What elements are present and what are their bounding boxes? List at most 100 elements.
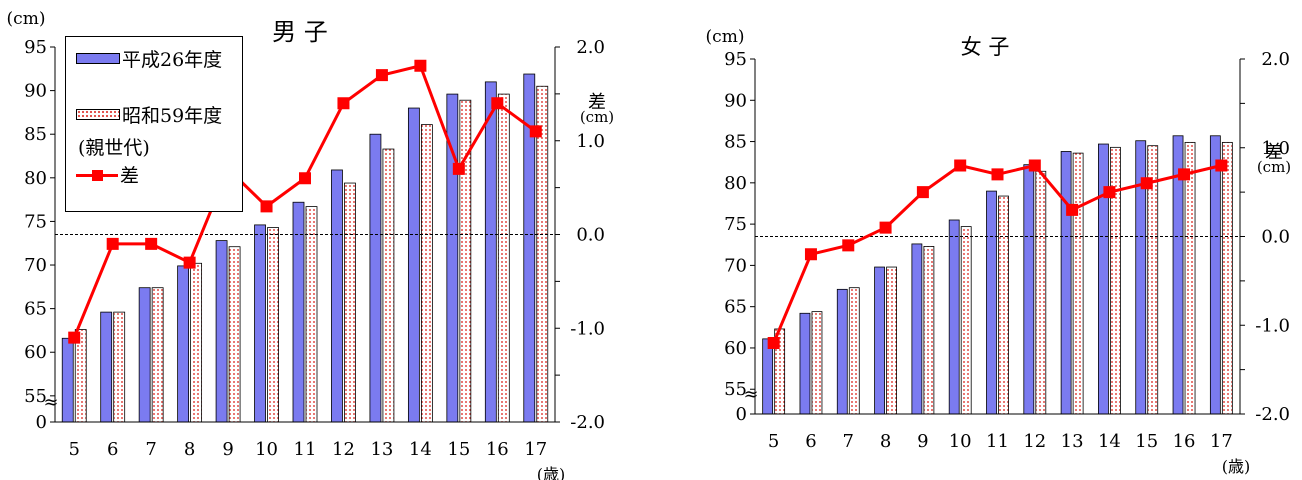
x-tick-label-8: 8 <box>184 439 195 460</box>
bar-parent-16 <box>497 93 510 423</box>
y-axis-unit: (cm) <box>7 9 46 29</box>
bar-parent-13 <box>382 148 395 423</box>
legend-swatch-parent <box>76 109 120 120</box>
diff-marker-9 <box>916 186 929 199</box>
bar-current-8 <box>177 265 190 423</box>
bar-parent-6 <box>811 311 823 415</box>
y2-tick-label-1.0: 1.0 <box>576 131 605 152</box>
y2-tick-label-2.0: 2.0 <box>1261 49 1290 70</box>
y-tick-label-80: 80 <box>24 168 47 189</box>
y-tick-label-70: 70 <box>724 255 747 276</box>
y-tick-label-65: 65 <box>24 299 47 320</box>
chart-girls: 0 55 60 65 70 75 80 85 90 95 ≈ -2.0 -1.0 0.0 1.0 2.0 5 6 7… <box>690 0 1302 480</box>
bar-current-14 <box>407 107 420 423</box>
y2-tick-label-2.0: 2.0 <box>576 37 605 58</box>
y-tick-label-90: 90 <box>24 81 47 102</box>
bar-current-10 <box>948 219 960 415</box>
diff-marker-16 <box>491 97 504 110</box>
bar-parent-8 <box>190 262 203 423</box>
diff-marker-5 <box>68 331 81 344</box>
diff-marker-13 <box>1066 203 1079 216</box>
x-tick-label-13: 13 <box>1061 431 1084 452</box>
x-tick-label-7: 7 <box>145 439 156 460</box>
x-tick-label-8: 8 <box>880 431 891 452</box>
diff-marker-5 <box>767 337 780 349</box>
chart-title: 女 子 <box>961 35 1010 59</box>
y-tick-label-70: 70 <box>24 255 47 276</box>
y2-tick-label-0.0: 0.0 <box>1261 227 1290 248</box>
legend-swatch-diff <box>76 166 118 184</box>
y2-axis-label: 差 <box>588 92 606 113</box>
y-tick-label-75: 75 <box>724 214 747 235</box>
diff-marker-6 <box>106 237 119 250</box>
x-tick-label-15: 15 <box>1135 431 1158 452</box>
chart-boys-svg: 0 55 60 65 70 75 80 85 90 95 ≈ -2.0 -1.0 0.0 1.0 2.0 5 6 7… <box>7 9 615 480</box>
bar-parent-13 <box>1072 152 1084 415</box>
bar-current-13 <box>369 133 382 423</box>
bar-parent-11 <box>305 206 318 423</box>
y-tick-label-95: 95 <box>724 49 747 70</box>
bar-current-5 <box>762 338 774 415</box>
bar-parent-9 <box>228 246 241 423</box>
y-tick-label-75: 75 <box>24 211 47 232</box>
x-tick-label-7: 7 <box>843 431 854 452</box>
x-tick-label-5: 5 <box>69 439 80 460</box>
x-tick-label-17: 17 <box>1210 431 1233 452</box>
diff-marker-10 <box>954 159 967 172</box>
diff-marker-11 <box>299 172 311 185</box>
y-tick-label-65: 65 <box>724 297 747 318</box>
x-tick-label-5: 5 <box>768 431 779 452</box>
diff-marker-16 <box>1178 168 1191 181</box>
x-tick-label-10: 10 <box>949 431 972 452</box>
legend-label-parent-note: (親世代) <box>78 137 150 159</box>
x-tick-label-14: 14 <box>1098 431 1121 452</box>
x-tick-label-6: 6 <box>107 439 118 460</box>
diff-marker-15 <box>452 162 465 175</box>
bar-current-6 <box>100 311 113 423</box>
y-tick-label-85: 85 <box>24 124 47 145</box>
y-axis-unit: (cm) <box>706 27 745 47</box>
diff-marker-10 <box>260 200 273 213</box>
bar-parent-16 <box>1184 141 1196 415</box>
y2-axis-unit: (cm) <box>580 108 614 126</box>
chart-legend: 平成26年度 昭和59年度 (親世代) 差 <box>65 36 243 212</box>
legend-label-current: 平成26年度 <box>122 49 223 71</box>
x-axis-unit: (歳) <box>1222 457 1251 476</box>
x-tick-label-12: 12 <box>1023 431 1046 452</box>
bar-current-7 <box>138 287 151 423</box>
bar-current-9 <box>215 240 228 423</box>
bar-parent-7 <box>848 287 860 415</box>
axis-break-mark: ≈ <box>743 384 758 405</box>
bar-current-7 <box>836 288 848 415</box>
bar-parent-6 <box>113 311 126 423</box>
bar-parent-9 <box>923 246 935 415</box>
diff-marker-15 <box>1140 177 1153 190</box>
diff-marker-17 <box>529 125 542 138</box>
x-tick-label-11: 11 <box>986 431 1009 452</box>
bar-current-17 <box>1209 135 1221 415</box>
chart-girls-svg: 0 55 60 65 70 75 80 85 90 95 ≈ -2.0 -1.0 0.0 1.0 2.0 5 6 7… <box>706 27 1292 476</box>
legend-label-diff: 差 <box>120 165 140 187</box>
x-axis-unit: (歳) <box>537 465 566 480</box>
bar-parent-12 <box>1035 170 1047 415</box>
y2-tick-label--1.0: -1.0 <box>570 318 605 339</box>
bar-current-13 <box>1060 151 1072 415</box>
legend-item-parent: 昭和59年度 <box>76 101 222 128</box>
diff-marker-7 <box>145 237 158 250</box>
bar-parent-11 <box>998 195 1009 415</box>
bar-parent-8 <box>886 266 897 415</box>
y-tick-label-0: 0 <box>36 412 47 433</box>
y-tick-label-85: 85 <box>724 132 747 153</box>
y2-tick-label--2.0: -2.0 <box>1255 404 1290 425</box>
chart-boys: 0 55 60 65 70 75 80 85 90 95 ≈ -2.0 -1.0 0.0 1.0 2.0 5 6 7… <box>0 0 640 480</box>
bar-current-6 <box>799 312 811 415</box>
diff-marker-14 <box>1103 186 1116 199</box>
y-tick-label-0: 0 <box>736 404 747 425</box>
y-tick-label-55: 55 <box>24 386 47 407</box>
y-tick-label-80: 80 <box>724 173 747 194</box>
axis-break-mark: ≈ <box>43 392 58 413</box>
chart-title: 男 子 <box>272 18 328 46</box>
diff-marker-17 <box>1215 159 1228 172</box>
bar-current-8 <box>874 266 885 415</box>
bar-current-9 <box>911 243 923 415</box>
